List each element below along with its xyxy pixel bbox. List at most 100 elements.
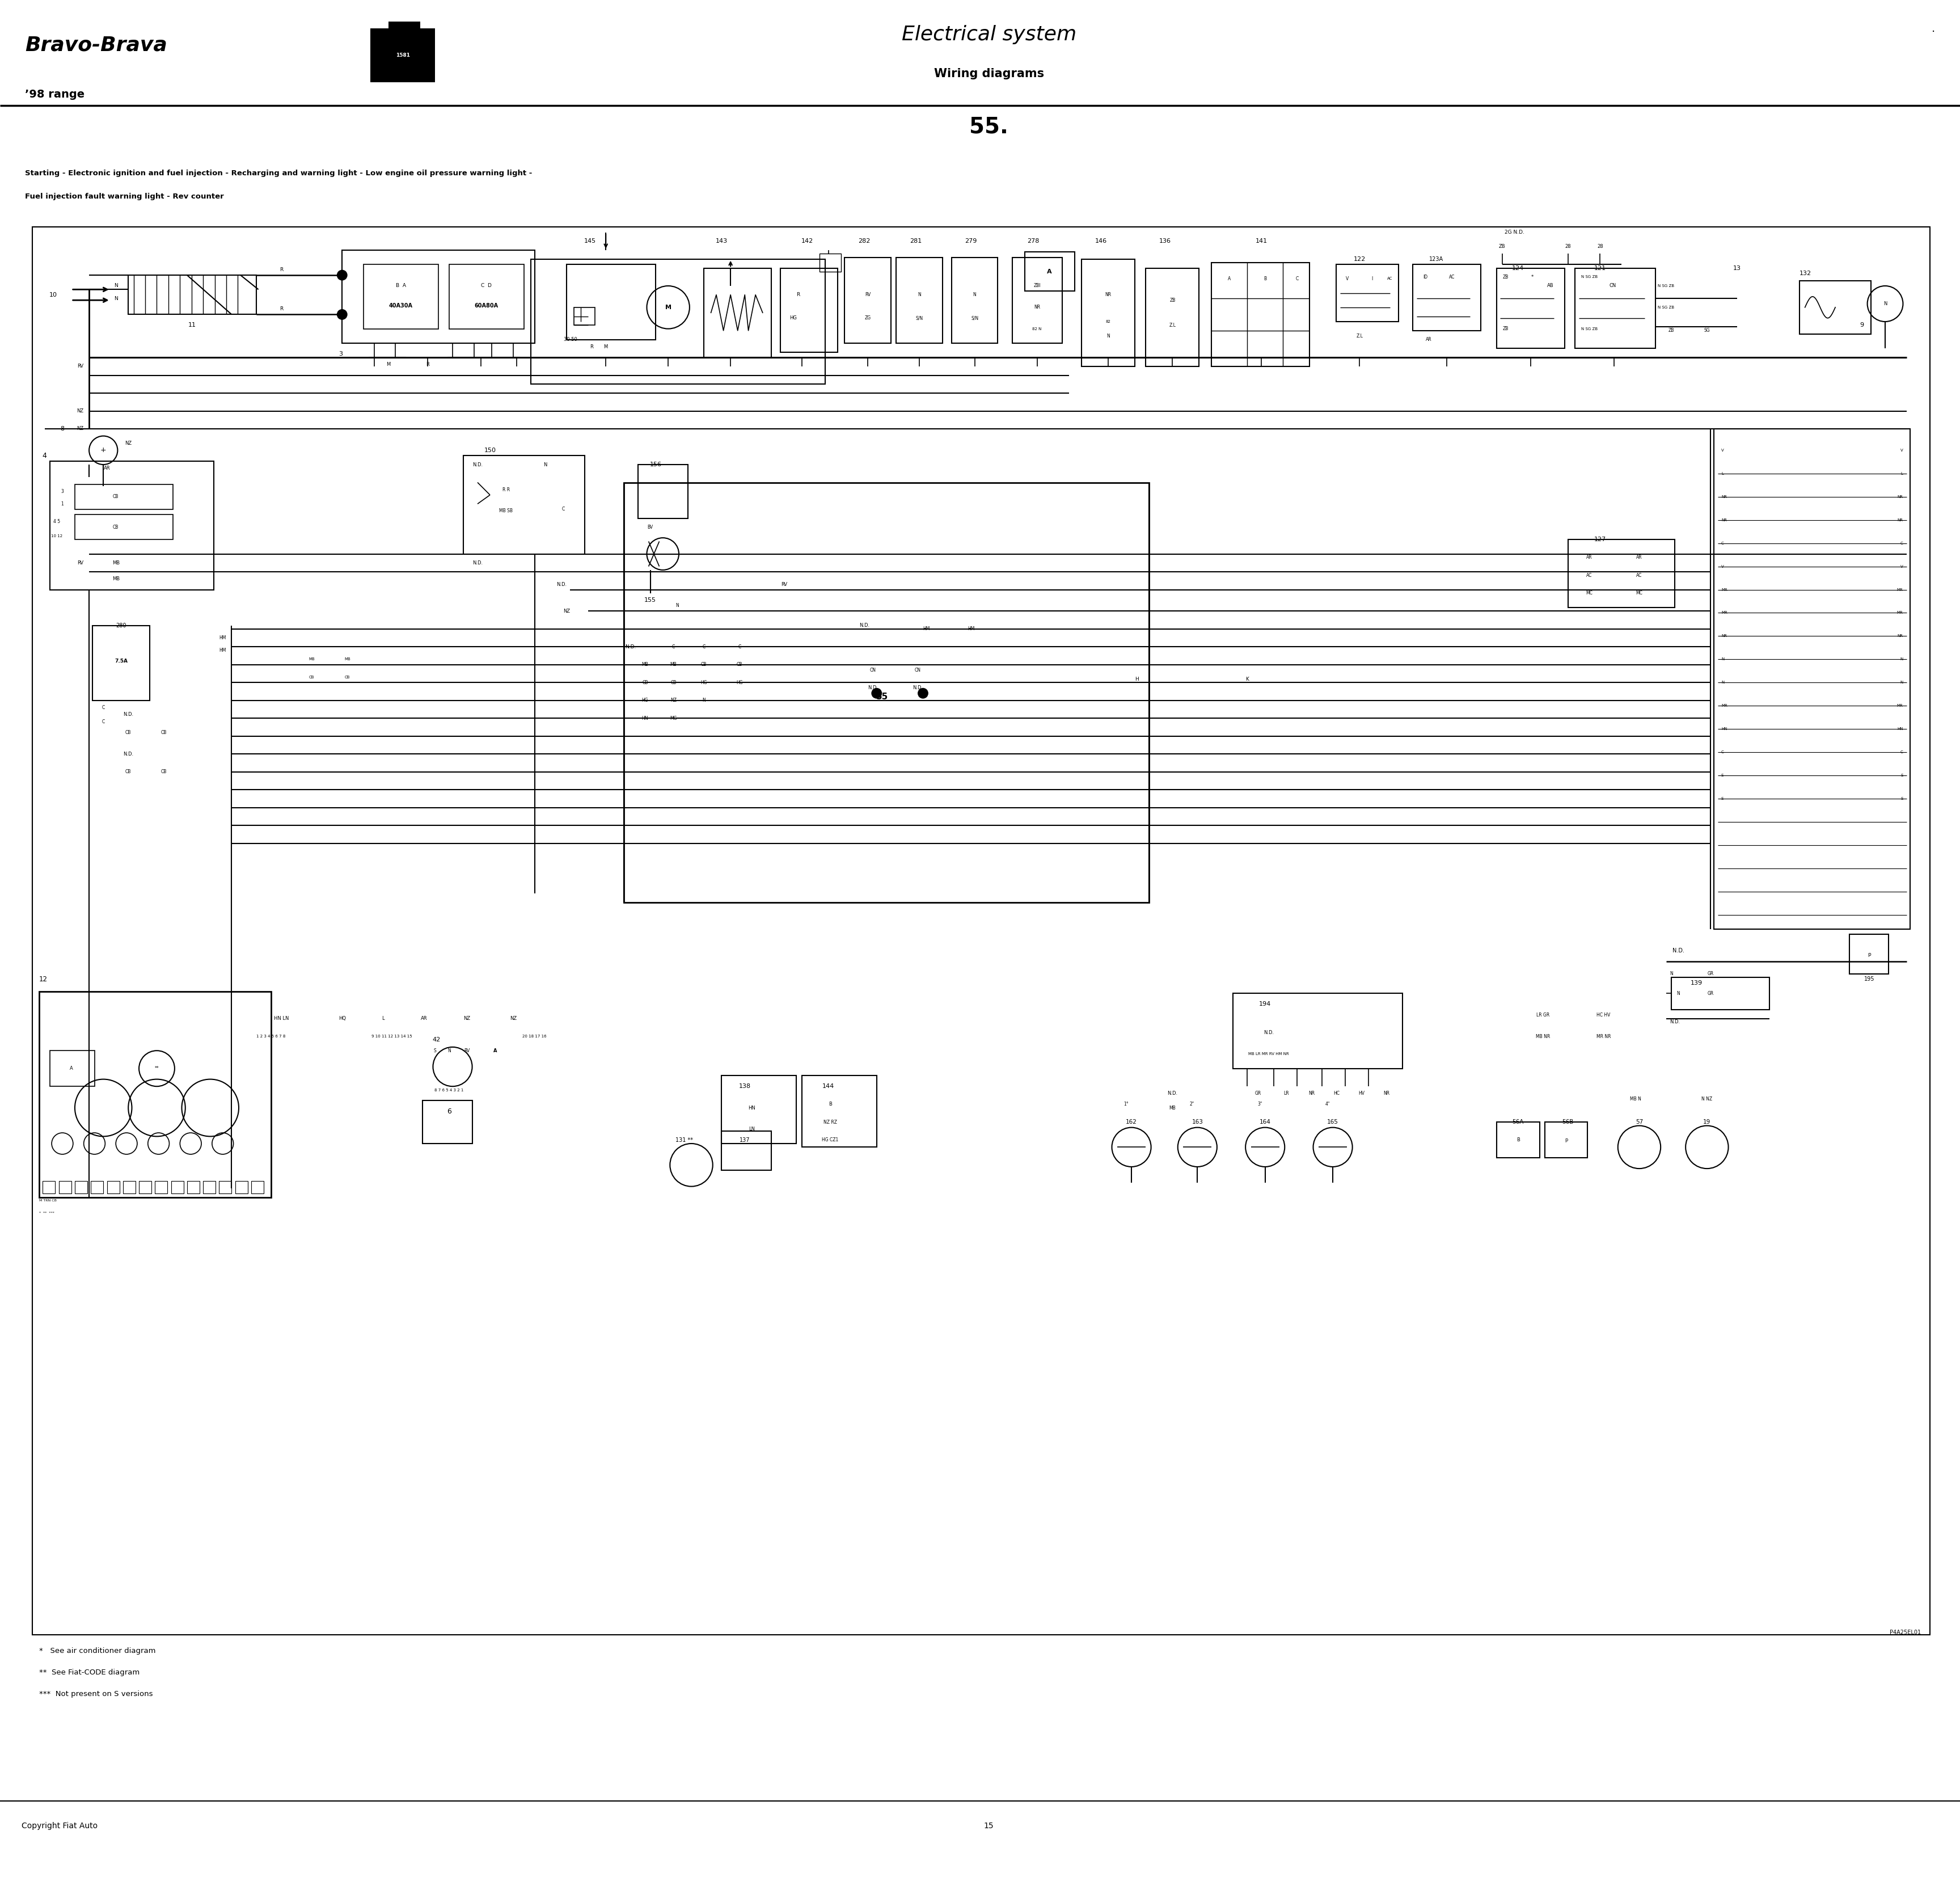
- Text: HG: HG: [790, 316, 796, 320]
- Text: N.D.: N.D.: [913, 686, 923, 691]
- Text: Electrical system: Electrical system: [902, 25, 1076, 44]
- Text: 156: 156: [651, 462, 662, 468]
- Text: 15: 15: [984, 1822, 994, 1830]
- Bar: [59, 1182, 71, 1193]
- Bar: [49, 460, 214, 589]
- Text: N: N: [972, 292, 976, 297]
- Text: 42: 42: [433, 1038, 441, 1044]
- Bar: [1576, 269, 1656, 348]
- Bar: [31, 227, 1931, 1635]
- Text: NR: NR: [1897, 494, 1903, 498]
- Bar: [623, 483, 1149, 902]
- Bar: [1211, 263, 1309, 366]
- Text: 165: 165: [1327, 1119, 1339, 1125]
- Text: CN: CN: [1609, 284, 1615, 288]
- Text: N NZ: N NZ: [1701, 1097, 1713, 1102]
- Bar: [74, 515, 172, 540]
- Text: R: R: [796, 292, 800, 297]
- Text: CB: CB: [643, 680, 649, 686]
- Circle shape: [917, 688, 929, 699]
- Text: RV: RV: [465, 1047, 470, 1053]
- Bar: [235, 1182, 247, 1193]
- Circle shape: [337, 309, 347, 320]
- Text: .: .: [1931, 23, 1935, 34]
- Bar: [531, 259, 825, 384]
- Text: 138: 138: [739, 1083, 751, 1089]
- Text: CN: CN: [870, 667, 876, 672]
- Text: 137: 137: [739, 1136, 751, 1142]
- Text: HC: HC: [1333, 1091, 1339, 1097]
- Text: CB: CB: [114, 525, 120, 530]
- Text: 150: 150: [484, 447, 496, 453]
- Bar: [780, 269, 837, 352]
- Bar: [721, 1076, 796, 1144]
- Text: H: H: [1135, 676, 1139, 682]
- Text: C: C: [1296, 277, 1299, 282]
- Text: 163: 163: [1192, 1119, 1203, 1125]
- Bar: [566, 265, 657, 339]
- Text: 3: 3: [61, 489, 65, 494]
- Text: 162: 162: [1125, 1119, 1137, 1125]
- Text: NR: NR: [1721, 494, 1727, 498]
- Text: N.D.: N.D.: [557, 581, 566, 587]
- Text: Bravo-Brava: Bravo-Brava: [25, 36, 167, 55]
- Bar: [845, 258, 892, 343]
- Bar: [704, 269, 772, 358]
- Text: NR: NR: [1721, 519, 1727, 521]
- Text: P4A25EL01: P4A25EL01: [1889, 1629, 1921, 1635]
- Text: ZG: ZG: [864, 316, 870, 320]
- Text: p: p: [1564, 1138, 1568, 1142]
- Text: +: +: [100, 447, 106, 455]
- Text: 8 7 6 5 4 3 2 1: 8 7 6 5 4 3 2 1: [435, 1089, 465, 1091]
- Circle shape: [337, 269, 347, 280]
- Text: 60A80A: 60A80A: [474, 303, 498, 309]
- Text: HV: HV: [1358, 1091, 1364, 1097]
- Text: LN: LN: [749, 1127, 755, 1133]
- Text: RV: RV: [864, 292, 870, 297]
- Text: K: K: [1247, 676, 1249, 682]
- Text: N.D.: N.D.: [123, 752, 133, 756]
- Text: Z.L: Z.L: [1356, 333, 1362, 339]
- Text: A: A: [494, 1047, 498, 1053]
- Text: R R: R R: [502, 487, 510, 492]
- Text: 10: 10: [49, 292, 57, 297]
- Text: N: N: [1721, 657, 1725, 661]
- Text: GR: GR: [1254, 1091, 1260, 1097]
- Text: C  D: C D: [480, 284, 492, 288]
- Text: BV: BV: [647, 525, 653, 530]
- Text: MB: MB: [310, 657, 316, 661]
- Text: 40A30A: 40A30A: [388, 303, 414, 309]
- Text: 4: 4: [43, 453, 47, 460]
- Text: 4 5: 4 5: [53, 519, 61, 525]
- Bar: [1715, 428, 1911, 930]
- Text: C: C: [102, 705, 104, 710]
- Bar: [1544, 1121, 1588, 1157]
- Text: 144: 144: [823, 1083, 835, 1089]
- Bar: [204, 1182, 216, 1193]
- Text: 122: 122: [1354, 256, 1366, 261]
- Text: R: R: [590, 345, 594, 348]
- Bar: [896, 258, 943, 343]
- Text: MC: MC: [1586, 591, 1593, 597]
- Text: V: V: [1901, 449, 1903, 453]
- Text: 10 12: 10 12: [51, 534, 63, 538]
- Bar: [49, 1051, 94, 1087]
- Bar: [574, 307, 596, 326]
- Bar: [74, 1182, 88, 1193]
- Text: 121: 121: [1593, 265, 1605, 271]
- Bar: [388, 21, 421, 32]
- Text: *   See air conditioner diagram: * See air conditioner diagram: [39, 1648, 155, 1655]
- Text: NZ: NZ: [510, 1015, 517, 1021]
- Text: S/N: S/N: [970, 316, 978, 320]
- Text: CB: CB: [161, 769, 167, 775]
- Bar: [90, 1182, 104, 1193]
- Bar: [802, 1076, 876, 1148]
- Text: NZ: NZ: [76, 426, 84, 432]
- Bar: [1011, 258, 1062, 343]
- Text: ZB: ZB: [1170, 297, 1176, 303]
- Text: AR: AR: [104, 466, 110, 472]
- Text: V: V: [1347, 277, 1348, 282]
- Text: NZ: NZ: [563, 608, 570, 614]
- Text: N.D.: N.D.: [1168, 1091, 1178, 1097]
- Bar: [1568, 540, 1676, 608]
